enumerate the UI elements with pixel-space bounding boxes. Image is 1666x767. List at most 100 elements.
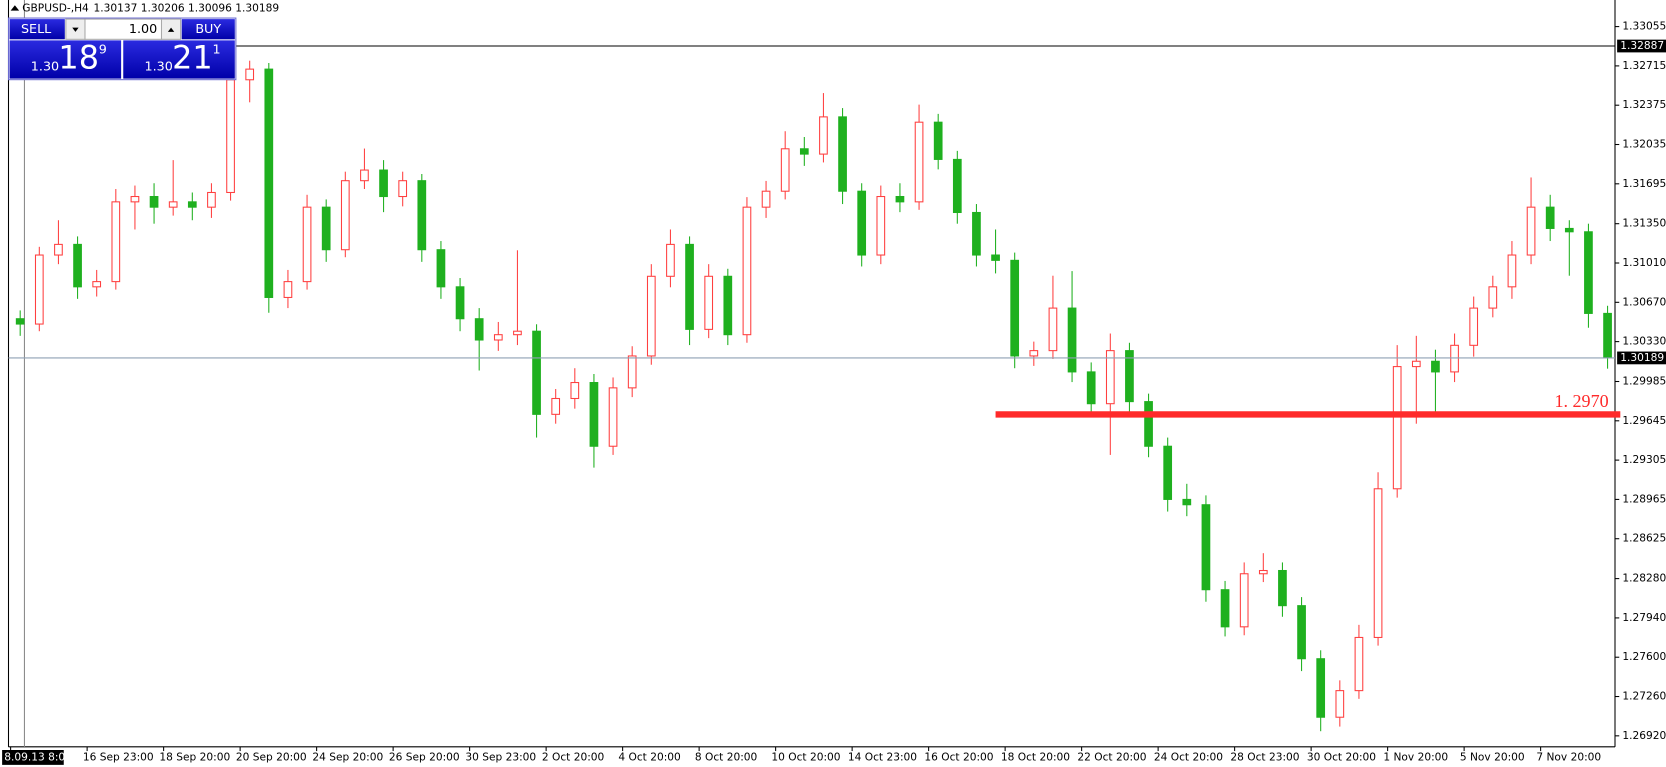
y-tick-label: 1.30670 [1622, 295, 1666, 308]
y-tick-label: 1.29645 [1622, 414, 1666, 427]
candle-body [819, 116, 828, 155]
candle-body [283, 281, 293, 298]
ask-fraction: 1 [213, 42, 221, 57]
candle-body [493, 334, 503, 341]
candle-body [187, 201, 197, 208]
candle-body [455, 286, 465, 320]
candle-body [1373, 488, 1383, 638]
x-tick-label: 16 Oct 20:00 [924, 750, 993, 763]
candle-body [933, 121, 943, 160]
candle-body [838, 116, 847, 192]
candle-body [264, 68, 274, 298]
collapse-icon[interactable] [10, 5, 20, 11]
bid-prefix: 1.30 [31, 59, 59, 74]
candle-body [1029, 350, 1039, 357]
candle-body [723, 275, 733, 336]
candle-body [302, 206, 312, 283]
x-tick-label: 1 Nov 20:00 [1383, 750, 1448, 763]
x-tick-label: 18 Oct 20:00 [1001, 750, 1070, 763]
y-tick-label: 1.28625 [1622, 532, 1666, 545]
x-tick-label: 24 Sep 20:00 [312, 750, 383, 763]
candle-body [589, 382, 599, 447]
ask-pips: 21 [172, 38, 213, 76]
candle-body [245, 68, 255, 81]
candle-body [1526, 206, 1536, 256]
candle-body [1201, 504, 1211, 591]
lot-down-icon [72, 27, 79, 32]
candle-body [761, 190, 771, 208]
lot-up-icon [167, 27, 175, 32]
candle-body [73, 243, 82, 288]
candle-body [857, 190, 867, 256]
candle-body [627, 355, 637, 389]
candle-body [780, 148, 790, 192]
y-tick-label: 1.28965 [1622, 492, 1666, 505]
x-tick-label: 18 Sep 20:00 [159, 750, 230, 763]
x-tick-label: 22 Oct 20:00 [1077, 750, 1146, 763]
x-tick-label: 28 Oct 23:00 [1230, 750, 1299, 763]
candle-body [513, 330, 522, 336]
candle-body [972, 211, 981, 256]
candle-body [1258, 569, 1268, 575]
candle-body [34, 254, 44, 325]
candle-body [149, 195, 159, 208]
candle-body [1220, 589, 1230, 628]
sell-button[interactable] [9, 19, 65, 40]
y-tick-label: 1.26920 [1622, 729, 1666, 742]
y-tick-label: 1.29305 [1622, 453, 1666, 466]
x-tick-label: 30 Oct 20:00 [1307, 750, 1376, 763]
y-tick-label: 1.27940 [1622, 611, 1666, 624]
candle-body [646, 275, 656, 357]
candle-body [1048, 307, 1058, 352]
ask-box[interactable] [123, 40, 235, 79]
trade-panel: SELL 1.00 BUY 1.30 18 9 1.30 21 1 [7, 17, 237, 81]
x-tick-label: 24 Oct 20:00 [1154, 750, 1223, 763]
price-label-box [1617, 39, 1666, 53]
candle-body [895, 195, 905, 203]
buy-button[interactable] [181, 19, 235, 40]
candle-body [1603, 312, 1612, 359]
candle-body [1507, 254, 1517, 288]
candle-body [1297, 605, 1306, 660]
y-tick-label: 1.30330 [1622, 335, 1666, 348]
bid-box[interactable] [9, 40, 122, 79]
y-tick-label: 1.27600 [1622, 650, 1666, 663]
candle-body [1182, 498, 1192, 506]
y-tick-label: 1.29985 [1622, 375, 1666, 388]
candle-body [1125, 350, 1134, 403]
candle-body [207, 191, 216, 208]
candle-body [876, 195, 886, 256]
candle-body [130, 195, 140, 203]
y-tick-label: 1.32375 [1622, 98, 1666, 111]
candle-body [168, 201, 178, 208]
candle-body [321, 206, 331, 251]
bid-fraction: 9 [99, 42, 107, 57]
candle-body [608, 387, 618, 447]
candle-body [1239, 573, 1249, 628]
candle-body [1411, 360, 1421, 368]
x-tick-label: 5 Nov 20:00 [1460, 750, 1525, 763]
candle-body [1105, 350, 1115, 405]
candle-body [799, 148, 809, 155]
candle-body [360, 169, 369, 182]
level-label: 1. 2970 [1554, 391, 1608, 411]
candle-body [1584, 231, 1593, 314]
candle-body [474, 318, 484, 341]
ohlc-text: 1.30137 1.30206 1.30096 1.30189 [94, 1, 280, 14]
x-tick-label: 16 Sep 23:00 [83, 750, 154, 763]
y-tick-label: 1.32715 [1622, 59, 1666, 72]
candle-body [1488, 286, 1498, 309]
lots: 1.00 [129, 22, 157, 37]
x-tick-label: 20 Sep 20:00 [236, 750, 307, 763]
candle-body [1335, 690, 1345, 718]
y-tick-label: 1.28280 [1622, 572, 1666, 585]
candle-body [952, 158, 962, 214]
x-tick-label: 8 Oct 20:00 [695, 750, 758, 763]
y-tick-label: 1.31350 [1622, 217, 1666, 230]
y-tick-label: 1.27260 [1622, 690, 1666, 703]
y-tick-label: 1.33055 [1622, 20, 1666, 33]
candle-body [532, 330, 541, 415]
